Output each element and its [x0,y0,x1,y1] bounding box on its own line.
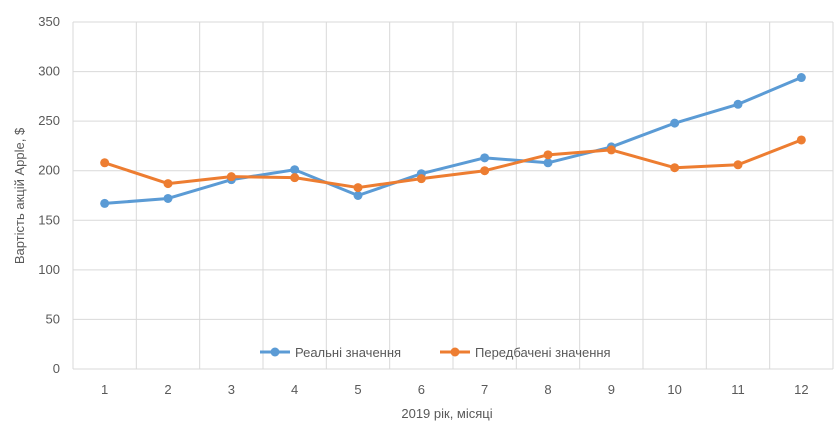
x-tick-label: 3 [228,382,235,397]
x-tick-label: 5 [354,382,361,397]
data-point [480,166,490,176]
y-tick-label: 150 [38,212,60,227]
data-point [353,191,363,200]
x-tick-label: 10 [667,382,681,397]
legend-label: Передбачені значення [475,345,611,360]
data-point [733,99,743,109]
legend-swatch-marker [450,347,460,357]
y-tick-label: 300 [38,64,60,79]
y-tick-label: 0 [53,361,60,376]
data-point [480,153,490,163]
data-point [100,198,110,208]
data-point [733,160,743,170]
x-tick-label: 11 [731,382,745,397]
data-point [290,165,300,175]
legend-swatch-marker [270,347,280,357]
legend-item: Реальні значення [260,345,401,360]
x-tick-label: 8 [544,382,551,397]
data-point [796,135,806,145]
data-point [416,174,426,184]
x-tick-label: 6 [418,382,425,397]
series-lines [100,73,806,208]
data-point [543,158,553,168]
x-tick-label: 4 [291,382,298,397]
series-line-1 [103,76,803,205]
legend: Реальні значення Передбачені значення [260,345,611,360]
data-point [353,183,363,193]
legend-item: Передбачені значення [440,345,611,360]
data-point [670,163,680,173]
data-point [290,173,300,183]
x-axis-ticks: 1 2 3 4 5 6 7 8 9 10 11 12 [101,382,809,397]
data-point [100,158,110,168]
y-tick-label: 350 [38,14,60,29]
y-axis-title: Вартість акцій Apple, $ [12,127,27,264]
data-point [543,150,553,160]
x-tick-label: 2 [164,382,171,397]
y-tick-label: 100 [38,262,60,277]
data-point [796,73,806,83]
x-tick-label: 1 [101,382,108,397]
x-axis-title: 2019 рік, місяці [401,406,492,421]
y-tick-label: 50 [46,311,60,326]
data-point [163,179,173,189]
series-line-2 [103,138,803,190]
x-tick-label: 12 [794,382,808,397]
x-tick-label: 9 [608,382,615,397]
y-tick-label: 250 [38,113,60,128]
data-point [226,172,236,182]
legend-label: Реальні значення [295,345,401,360]
data-point [163,193,173,203]
x-tick-label: 7 [481,382,488,397]
gridlines [72,21,834,370]
y-tick-label: 200 [38,163,60,178]
data-point [606,145,616,155]
y-axis-ticks: 0 50 100 150 200 250 300 350 [38,14,60,376]
data-point [670,118,680,128]
